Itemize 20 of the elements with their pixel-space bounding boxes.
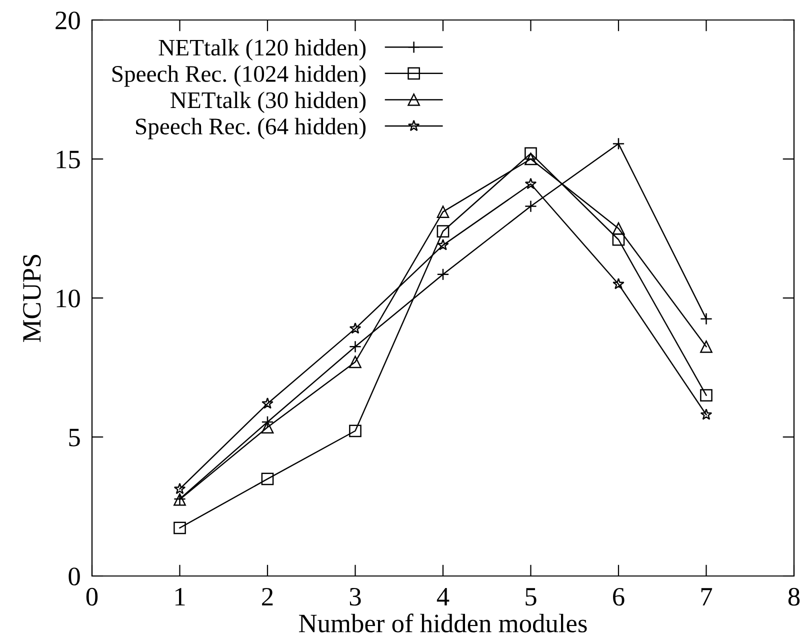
legend-label: Speech Rec. (1024 hidden) (112, 65, 366, 87)
legend-label: Speech Rec. (64 hidden) (136, 118, 366, 140)
legend-label: NETtalk (120 hidden) (158, 39, 366, 60)
x-tick-label: 8 (788, 588, 800, 606)
x-tick-label: 0 (86, 588, 98, 606)
y-tick-label: 0 (68, 568, 80, 586)
x-tick-label: 6 (613, 588, 624, 606)
y-tick-label: 10 (56, 290, 80, 308)
x-axis-title: Number of hidden modules (299, 614, 587, 632)
y-tick-label: 5 (69, 428, 80, 446)
x-tick-label: 4 (436, 588, 450, 606)
x-tick-label: 3 (350, 588, 361, 606)
y-tick-label: 20 (56, 12, 80, 30)
x-tick-label: 1 (175, 588, 185, 606)
x-tick-label: 5 (526, 588, 536, 606)
x-tick-label: 2 (262, 588, 273, 606)
legend-label: NETtalk (30 hidden) (170, 92, 366, 113)
y-axis-title: MCUPS (23, 254, 41, 342)
y-tick-label: 15 (56, 150, 80, 168)
x-tick-label: 7 (701, 588, 712, 606)
